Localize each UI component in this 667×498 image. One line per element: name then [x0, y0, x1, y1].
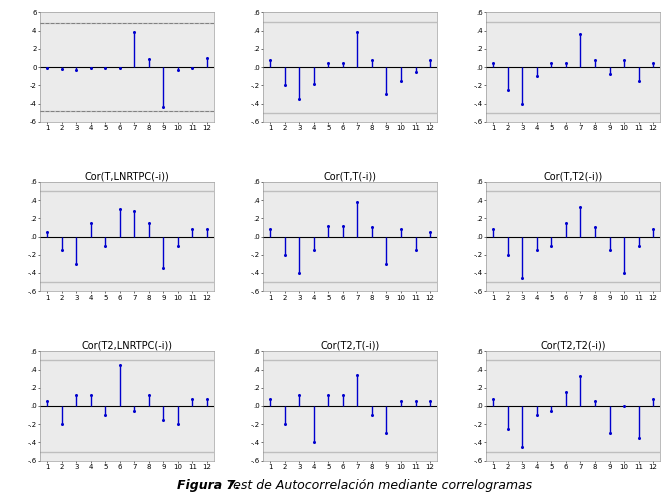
- Title: Cor(T,T(-i)): Cor(T,T(-i)): [323, 171, 377, 181]
- Title: Cor(T,T2(-i)): Cor(T,T2(-i)): [544, 171, 603, 181]
- Text: Test de Autocorrelación mediante correlogramas: Test de Autocorrelación mediante correlo…: [223, 479, 532, 492]
- Title: Cor(T2,T2(-i)): Cor(T2,T2(-i)): [540, 341, 606, 351]
- Title: Cor(T2,LNRTPC(-i)): Cor(T2,LNRTPC(-i)): [81, 341, 173, 351]
- Text: Figura 7.: Figura 7.: [177, 479, 239, 492]
- Title: Cor(T,LNRTPC(-i)): Cor(T,LNRTPC(-i)): [85, 171, 169, 181]
- Title: Cor(T2,T(-i)): Cor(T2,T(-i)): [321, 341, 380, 351]
